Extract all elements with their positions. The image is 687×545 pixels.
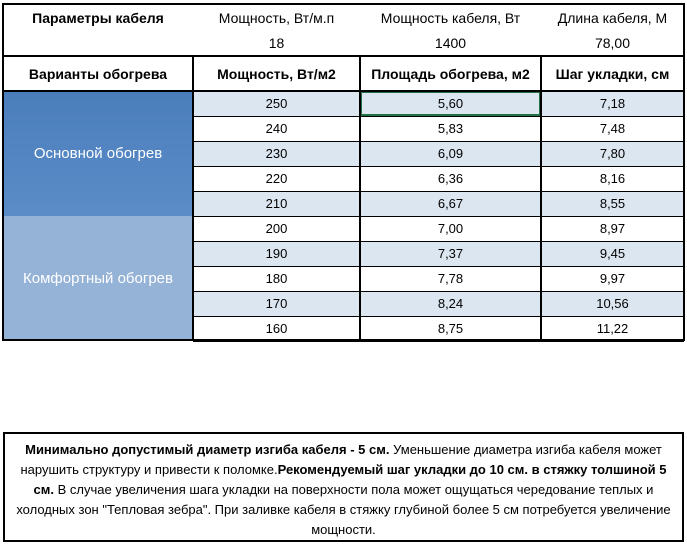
column-header: Мощность, Вт/м2 [217, 66, 336, 82]
table-cell: 7,48 [541, 116, 684, 141]
param-label: Мощность, Вт/м.п [218, 10, 335, 26]
border-line [193, 241, 684, 242]
border-line [193, 166, 684, 167]
note-box: Минимально допустимый диаметр изгиба каб… [3, 432, 684, 542]
note-text: В случае увеличения шага укладки на пове… [16, 482, 671, 537]
border-line [193, 341, 684, 342]
param-value: 18 [268, 35, 285, 51]
border-line [683, 3, 685, 341]
table-cell: 170 [193, 291, 360, 316]
border-line [193, 266, 684, 267]
border-line [193, 141, 684, 142]
group-label: Комфортный обогрев [3, 216, 193, 341]
border-line [193, 316, 684, 317]
border-line [193, 216, 684, 217]
border-line [193, 191, 684, 192]
table-cell: 7,00 [360, 216, 541, 241]
table-cell: 8,16 [541, 166, 684, 191]
note-text: Рекомендуемый шаг укладки до 10 см. в ст… [33, 462, 667, 497]
param-value: 78,00 [594, 35, 631, 51]
table-cell: 6,67 [360, 191, 541, 216]
column-header: Площадь обогрева, м2 [371, 66, 530, 82]
border-line [193, 116, 684, 117]
table-cell: 10,56 [541, 291, 684, 316]
table-cell: 8,75 [360, 316, 541, 341]
table-cell: 7,18 [541, 91, 684, 116]
table-cell: 8,24 [360, 291, 541, 316]
param-label: Длина кабеля, М [557, 10, 668, 26]
table-cell: 5,60 [360, 91, 541, 116]
table-cell: 190 [193, 241, 360, 266]
params-title: Параметры кабеля [32, 10, 164, 26]
border-line [359, 56, 361, 341]
table-cell: 11,22 [541, 316, 684, 341]
table-cell: 9,45 [541, 241, 684, 266]
table-cell: 8,55 [541, 191, 684, 216]
column-header: Варианты обогрева [28, 66, 168, 82]
table-cell: 210 [193, 191, 360, 216]
group-label: Основной обогрев [3, 91, 193, 216]
param-label: Мощность кабеля, Вт [380, 10, 521, 26]
table-cell: 7,78 [360, 266, 541, 291]
table-cell: 5,83 [360, 116, 541, 141]
column-header: Шаг укладки, см [555, 66, 670, 82]
table-cell: 6,36 [360, 166, 541, 191]
table-cell: 250 [193, 91, 360, 116]
note-text: Минимально допустимый диаметр изгиба каб… [25, 442, 390, 457]
table-cell: 7,80 [541, 141, 684, 166]
table-cell: 160 [193, 316, 360, 341]
table-cell: 9,97 [541, 266, 684, 291]
table-cell: 8,97 [541, 216, 684, 241]
table-cell: 180 [193, 266, 360, 291]
border-line [540, 56, 542, 341]
border-line [3, 339, 684, 341]
param-value: 1400 [434, 35, 467, 51]
border-line [3, 55, 684, 57]
note-text: Уменьшение диаметра изгиба кабеля может … [20, 442, 662, 477]
table-cell: 220 [193, 166, 360, 191]
border-line [193, 291, 684, 292]
border-line [3, 3, 684, 5]
table-cell: 6,09 [360, 141, 541, 166]
table-cell: 200 [193, 216, 360, 241]
border-line [2, 3, 4, 341]
table-cell: 240 [193, 116, 360, 141]
border-line [3, 90, 684, 92]
table-cell: 230 [193, 141, 360, 166]
table-cell: 7,37 [360, 241, 541, 266]
border-line [192, 56, 194, 341]
